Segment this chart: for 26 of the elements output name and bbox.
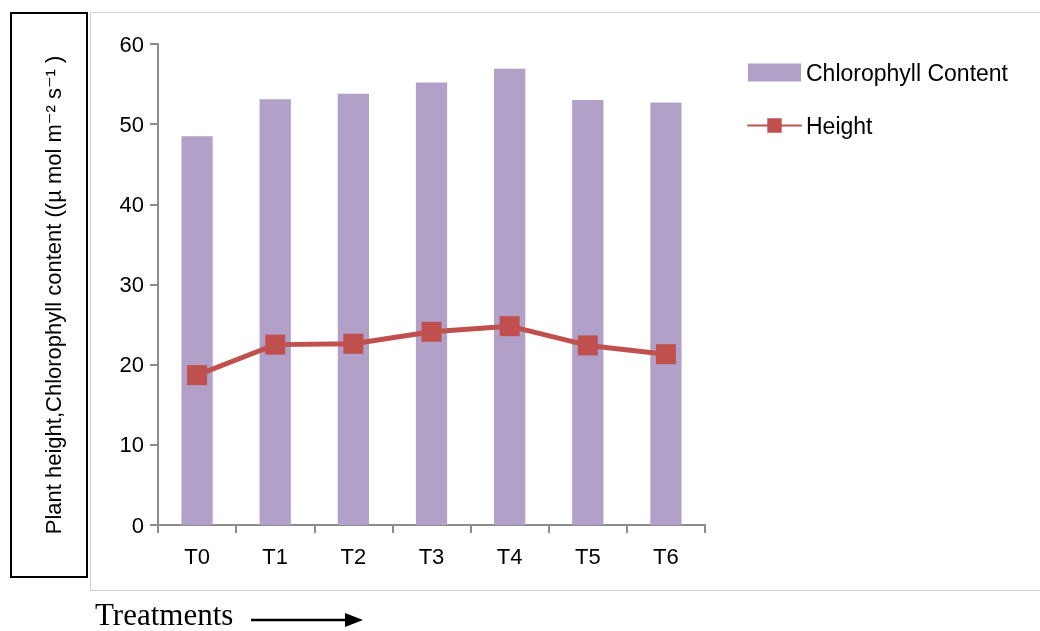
y-axis-title: Plant height,Chlorophyll content ((µ mol m⁻² s⁻¹ ) — [40, 55, 66, 535]
point — [421, 321, 442, 342]
x-tick-label: T1 — [262, 543, 289, 569]
x-tick-label: T3 — [418, 543, 445, 569]
point — [187, 365, 208, 386]
point — [265, 334, 286, 355]
point — [577, 335, 598, 356]
legend-label: Chlorophyll Content — [806, 59, 1009, 86]
x-axis-title: Treatments — [95, 597, 234, 631]
point — [655, 344, 676, 365]
y-tick-label: 30 — [119, 272, 144, 297]
point — [343, 333, 364, 354]
y-tick-label: 50 — [119, 111, 144, 137]
y-tick-label: 40 — [119, 191, 144, 217]
y-tick-label: 60 — [119, 31, 144, 57]
x-tick-label: T2 — [340, 543, 367, 569]
point — [499, 316, 520, 337]
y-tick-label: 10 — [119, 432, 144, 458]
legend-label: Height — [806, 112, 874, 139]
x-tick-label: T6 — [653, 543, 679, 569]
x-tick-label: T4 — [496, 543, 523, 569]
label-box: Plant height,Chlorophyll content ((µ mol m⁻² s⁻¹ ) — [10, 12, 88, 578]
x-tick-label: T0 — [184, 543, 210, 569]
y-tick-label: 20 — [119, 352, 144, 378]
y-tick-label: 0 — [131, 512, 144, 538]
x-tick-label: T5 — [574, 543, 601, 569]
